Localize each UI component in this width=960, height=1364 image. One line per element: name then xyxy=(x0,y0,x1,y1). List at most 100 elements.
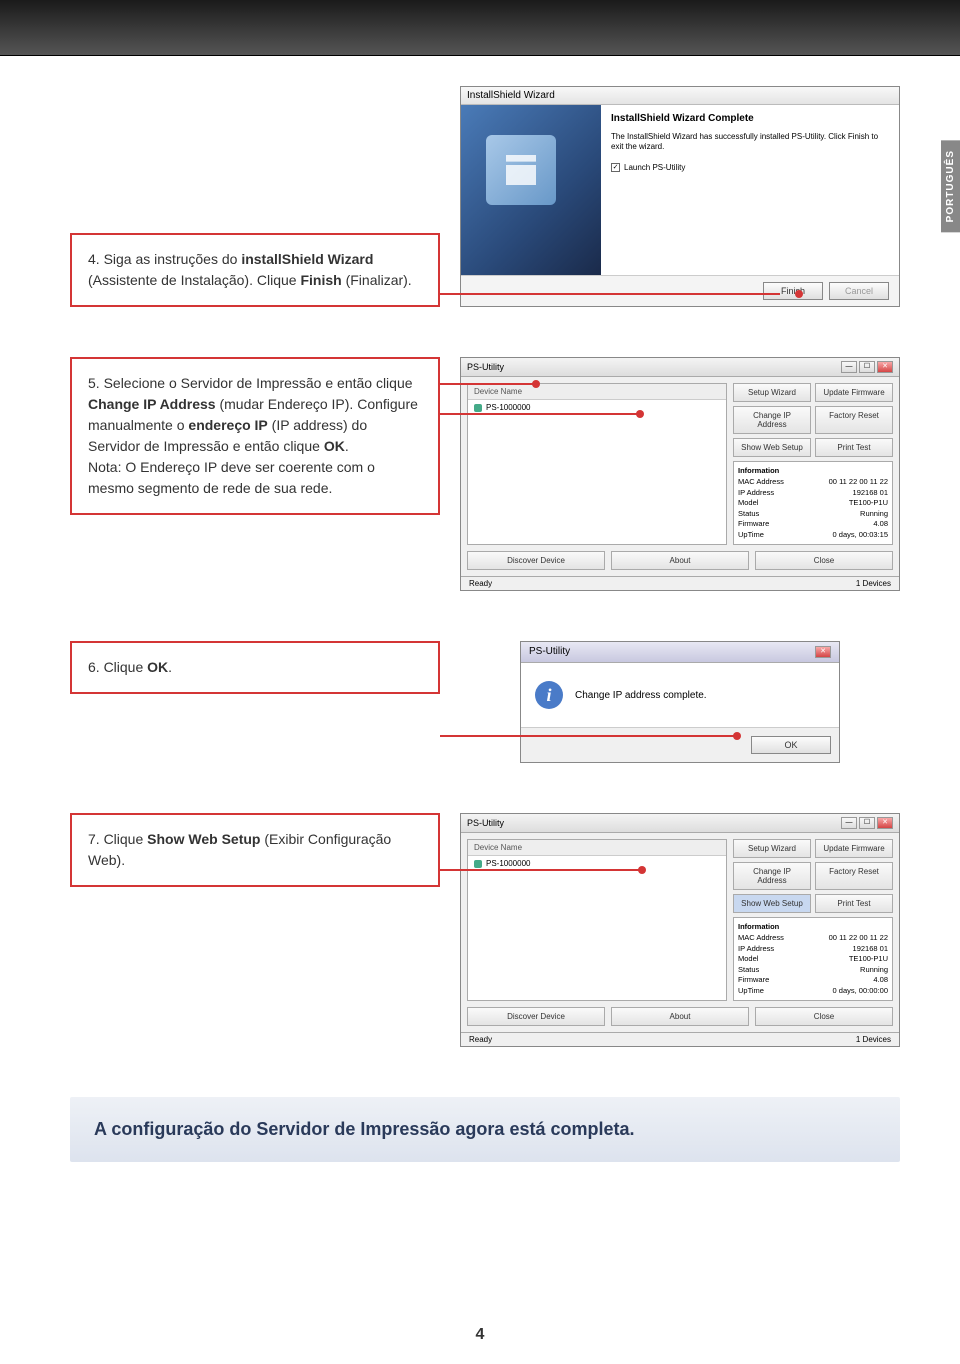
info-title: Information xyxy=(738,466,888,475)
text: (Finalizar). xyxy=(342,272,412,288)
maximize-button[interactable]: ☐ xyxy=(859,817,875,829)
update-firmware-button[interactable]: Update Firmware xyxy=(815,383,893,402)
bold: endereço IP xyxy=(188,417,267,433)
close-button[interactable]: Close xyxy=(755,551,893,570)
text: . xyxy=(168,659,172,675)
info-panel: Information MAC Address00 11 22 00 11 22… xyxy=(733,917,893,1001)
step-5-instruction: 5. Selecione o Servidor de Impressão e e… xyxy=(70,357,440,515)
ps-utility-window: PS-Utility — ☐ ✕ Device Name PS-1000000 … xyxy=(460,357,900,591)
right-panel: Setup Wizard Update Firmware Change IP A… xyxy=(733,383,893,545)
print-test-button[interactable]: Print Test xyxy=(815,894,893,913)
text: 5. Selecione o Servidor de Impressão e e… xyxy=(88,375,413,391)
factory-reset-button[interactable]: Factory Reset xyxy=(815,862,893,890)
change-ip-button[interactable]: Change IP Address xyxy=(733,406,811,434)
pointer-dot xyxy=(636,410,644,418)
pointer-dot xyxy=(795,290,803,298)
step-7-instruction: 7. Clique Show Web Setup (Exibir Configu… xyxy=(70,813,440,887)
box-icon xyxy=(501,150,541,190)
setup-wizard-button[interactable]: Setup Wizard xyxy=(733,383,811,402)
about-button[interactable]: About xyxy=(611,1007,749,1026)
step-4-row: 4. Siga as instruções do installShield W… xyxy=(70,86,900,307)
minimize-button[interactable]: — xyxy=(841,361,857,373)
language-tab: PORTUGUÊS xyxy=(941,140,960,232)
label: IP Address xyxy=(738,488,774,499)
cancel-button: Cancel xyxy=(829,282,889,300)
finish-button[interactable]: Finish xyxy=(763,282,823,300)
status-ready: Ready xyxy=(469,1035,492,1044)
label: UpTime xyxy=(738,986,764,997)
info-panel: Information MAC Address 00 11 22 00 11 22… xyxy=(733,461,893,545)
step-6-instruction: 6. Clique OK. xyxy=(70,641,440,694)
launch-checkbox[interactable]: ✓ Launch PS-Utility xyxy=(611,163,889,172)
device-list: Device Name PS-1000000 xyxy=(467,839,727,1001)
pointer-dot xyxy=(638,866,646,874)
header-bar xyxy=(0,0,960,56)
update-firmware-button[interactable]: Update Firmware xyxy=(815,839,893,858)
ok-button[interactable]: OK xyxy=(751,736,831,754)
step-5-row: 5. Selecione o Servidor de Impressão e e… xyxy=(70,357,900,591)
about-button[interactable]: About xyxy=(611,551,749,570)
value: 0 days, 00:00:00 xyxy=(833,986,888,997)
window-controls: — ☐ ✕ xyxy=(841,817,893,829)
step-4-instruction: 4. Siga as instruções do installShield W… xyxy=(70,233,440,307)
pointer-dot xyxy=(532,380,540,388)
print-test-button[interactable]: Print Test xyxy=(815,438,893,457)
text: 6. Clique xyxy=(88,659,147,675)
label: Firmware xyxy=(738,975,769,986)
checkbox-label: Launch PS-Utility xyxy=(624,163,685,172)
label: MAC Address xyxy=(738,477,784,488)
pointer-line xyxy=(440,735,735,737)
titlebar: PS-Utility — ☐ ✕ xyxy=(461,358,899,377)
factory-reset-button[interactable]: Factory Reset xyxy=(815,406,893,434)
bold: OK xyxy=(147,659,168,675)
alert-close-button[interactable]: ✕ xyxy=(815,646,831,658)
titlebar: PS-Utility — ☐ ✕ xyxy=(461,814,899,833)
step-4-screenshot: InstallShield Wizard InstallShield Wizar… xyxy=(460,86,900,307)
device-name-header: Device Name xyxy=(468,840,726,856)
pointer-line xyxy=(440,383,534,385)
value: TE100-P1U xyxy=(849,498,888,509)
close-button[interactable]: Close xyxy=(755,1007,893,1026)
text: . xyxy=(345,438,349,454)
setup-wizard-button[interactable]: Setup Wizard xyxy=(733,839,811,858)
status-dot-icon xyxy=(474,404,482,412)
pointer-line xyxy=(440,413,638,415)
note-text: Nota: O Endereço IP deve ser coerente co… xyxy=(88,459,375,496)
wizard-body-text: The InstallShield Wizard has successfull… xyxy=(611,132,889,153)
text: 7. Clique xyxy=(88,831,147,847)
show-web-setup-button[interactable]: Show Web Setup xyxy=(733,894,811,913)
info-icon: i xyxy=(535,681,563,709)
close-button[interactable]: ✕ xyxy=(877,817,893,829)
step-6-row: 6. Clique OK. PS-Utility ✕ i Change IP a… xyxy=(70,641,900,763)
bold: installShield Wizard xyxy=(241,251,373,267)
label: Status xyxy=(738,509,759,520)
step-7-screenshot: PS-Utility — ☐ ✕ Device Name PS-1000000 … xyxy=(460,813,900,1047)
bold: OK xyxy=(324,438,345,454)
discover-device-button[interactable]: Discover Device xyxy=(467,1007,605,1026)
status-ready: Ready xyxy=(469,579,492,588)
wizard-heading: InstallShield Wizard Complete xyxy=(611,113,889,124)
status-devices: 1 Devices xyxy=(856,579,891,588)
close-button[interactable]: ✕ xyxy=(877,361,893,373)
change-ip-button[interactable]: Change IP Address xyxy=(733,862,811,890)
checkbox-icon: ✓ xyxy=(611,163,620,172)
label: Model xyxy=(738,498,758,509)
value: 0 days, 00:03:15 xyxy=(833,530,888,541)
right-panel: Setup Wizard Update Firmware Change IP A… xyxy=(733,839,893,1001)
minimize-button[interactable]: — xyxy=(841,817,857,829)
alert-dialog: PS-Utility ✕ i Change IP address complet… xyxy=(520,641,840,763)
value: 4.08 xyxy=(873,519,888,530)
show-web-setup-button[interactable]: Show Web Setup xyxy=(733,438,811,457)
discover-device-button[interactable]: Discover Device xyxy=(467,551,605,570)
label: Model xyxy=(738,954,758,965)
device-list: Device Name PS-1000000 xyxy=(467,383,727,545)
alert-titlebar: PS-Utility ✕ xyxy=(521,642,839,663)
maximize-button[interactable]: ☐ xyxy=(859,361,875,373)
title-text: PS-Utility xyxy=(467,362,504,372)
status-dot-icon xyxy=(474,860,482,868)
step-6-screenshot: PS-Utility ✕ i Change IP address complet… xyxy=(460,641,900,763)
value: 00 11 22 00 11 22 xyxy=(829,477,888,488)
label: Status xyxy=(738,965,759,976)
step-5-screenshot: PS-Utility — ☐ ✕ Device Name PS-1000000 … xyxy=(460,357,900,591)
label: Firmware xyxy=(738,519,769,530)
